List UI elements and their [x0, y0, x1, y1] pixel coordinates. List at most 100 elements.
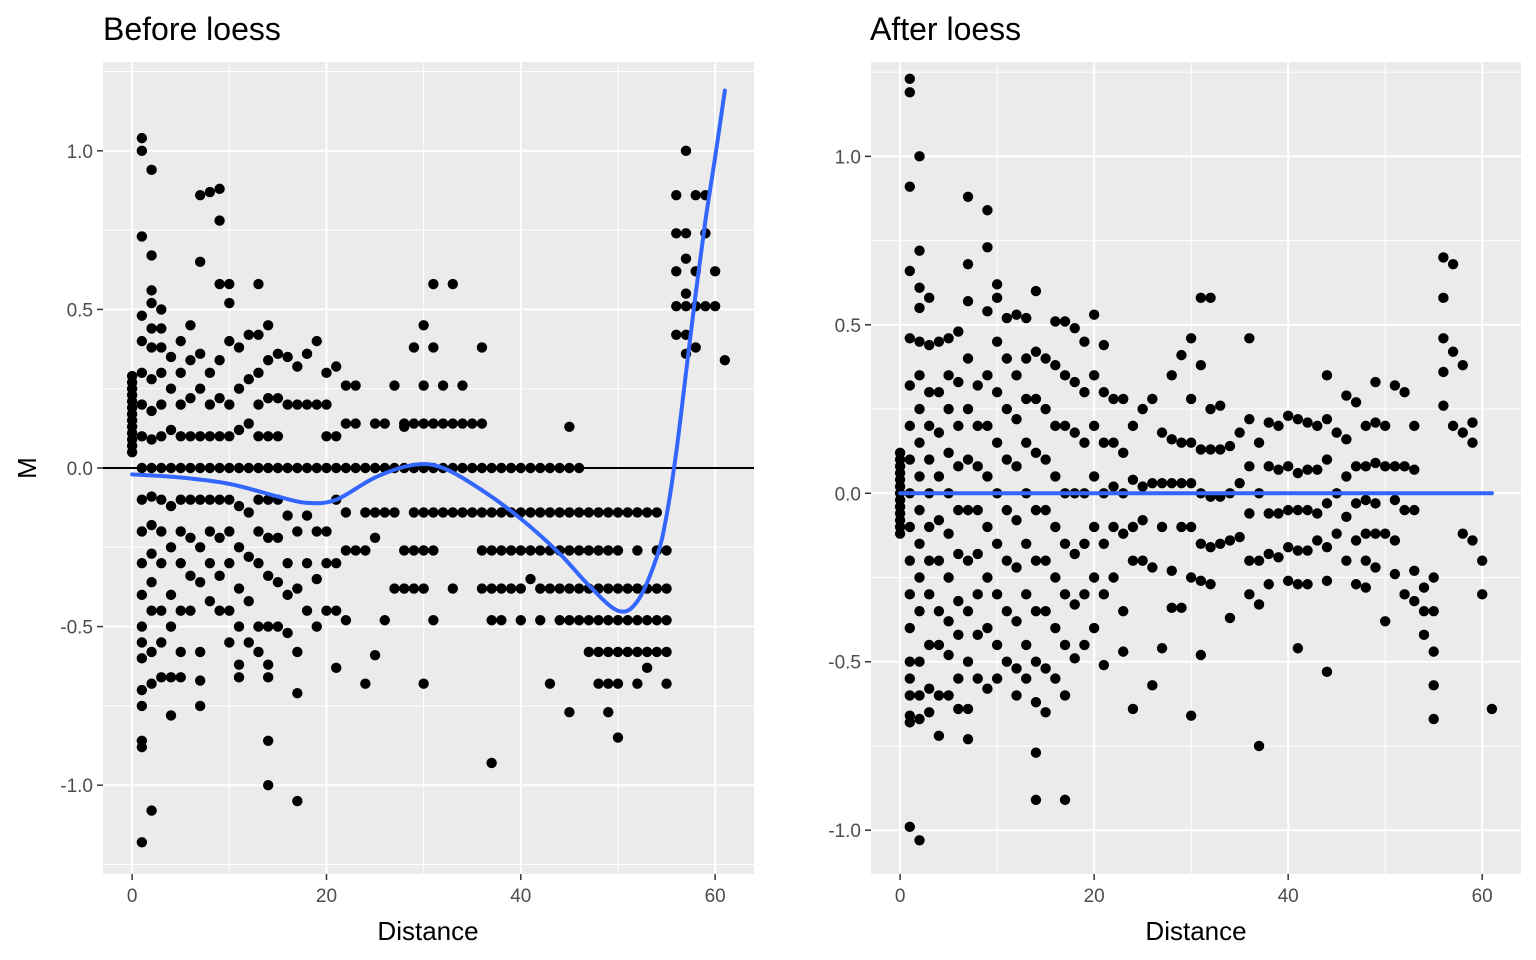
data-point — [933, 690, 945, 701]
data-point — [1176, 521, 1187, 533]
data-point — [1059, 589, 1071, 600]
data-point — [292, 526, 303, 537]
data-point — [146, 250, 157, 261]
data-point — [1379, 461, 1391, 472]
data-point — [1321, 541, 1333, 553]
data-point — [972, 548, 983, 560]
data-point — [418, 507, 429, 518]
data-point — [1341, 555, 1352, 566]
data-point — [1428, 680, 1439, 691]
data-point — [428, 545, 439, 556]
data-point — [535, 615, 546, 626]
data-point — [321, 399, 332, 410]
data-point — [924, 589, 935, 600]
data-point — [1360, 555, 1371, 566]
data-point — [1137, 515, 1148, 526]
data-point — [1292, 545, 1304, 556]
data-point — [146, 491, 157, 502]
data-point — [185, 462, 196, 474]
data-point — [476, 545, 488, 556]
plot-area — [103, 62, 754, 874]
data-point — [165, 672, 177, 683]
data-point — [943, 649, 954, 661]
x-tick-label: 0 — [895, 886, 906, 907]
data-point — [340, 615, 352, 626]
data-point — [943, 572, 954, 583]
data-point — [175, 399, 186, 410]
data-point — [156, 342, 167, 353]
data-point — [204, 367, 216, 379]
data-point — [904, 454, 916, 465]
data-point — [904, 181, 916, 192]
data-point — [1195, 538, 1207, 550]
data-point — [1001, 555, 1013, 566]
data-point — [564, 421, 575, 432]
data-point — [1108, 437, 1119, 448]
data-point — [1030, 605, 1042, 617]
data-point — [194, 646, 206, 658]
data-point — [272, 348, 284, 360]
data-point — [321, 605, 332, 616]
data-point — [194, 190, 206, 201]
data-point — [1127, 521, 1139, 533]
data-point — [1457, 528, 1468, 539]
data-point — [904, 622, 916, 634]
data-point — [136, 589, 148, 601]
data-point — [1244, 413, 1255, 425]
data-point — [496, 583, 507, 594]
data-point — [369, 507, 381, 518]
data-point — [1360, 528, 1371, 539]
data-point — [476, 507, 488, 518]
data-points — [126, 132, 731, 848]
data-point — [136, 145, 148, 157]
data-point — [1040, 663, 1051, 674]
data-point — [301, 348, 313, 360]
data-point — [593, 678, 604, 689]
data-point — [1166, 434, 1177, 445]
data-point — [185, 354, 196, 366]
data-point — [467, 507, 478, 518]
data-point — [156, 323, 167, 334]
data-point — [651, 646, 663, 658]
data-point — [194, 700, 206, 712]
data-point — [1389, 380, 1401, 391]
data-point — [962, 403, 974, 415]
data-point — [1001, 353, 1013, 364]
data-point — [991, 673, 1003, 684]
data-point — [933, 555, 945, 566]
x-tick-label: 20 — [1084, 886, 1105, 907]
x-tick-label: 60 — [705, 886, 726, 907]
data-point — [962, 296, 974, 307]
data-point — [389, 380, 400, 391]
data-point — [583, 545, 595, 556]
data-point — [253, 329, 264, 340]
data-point — [243, 329, 254, 340]
data-point — [1244, 508, 1255, 519]
data-point — [1021, 589, 1032, 600]
data-point — [262, 462, 274, 474]
data-point — [214, 278, 225, 290]
data-point — [535, 583, 546, 594]
data-point — [1040, 504, 1051, 516]
data-point — [924, 521, 935, 533]
data-point — [914, 437, 925, 448]
data-point — [233, 383, 245, 394]
data-point — [399, 583, 410, 594]
data-point — [982, 521, 993, 533]
data-point — [175, 431, 186, 442]
data-point — [262, 779, 274, 791]
data-point — [1399, 589, 1410, 600]
data-point — [991, 538, 1003, 550]
data-point — [573, 615, 585, 626]
data-point — [496, 545, 507, 556]
data-point — [914, 245, 925, 256]
data-point — [1001, 605, 1013, 617]
data-point — [185, 494, 196, 505]
data-point — [204, 596, 216, 607]
data-point — [418, 380, 429, 391]
data-point — [204, 494, 216, 505]
data-point — [194, 462, 206, 474]
data-point — [262, 621, 274, 632]
data-point — [1244, 333, 1255, 344]
